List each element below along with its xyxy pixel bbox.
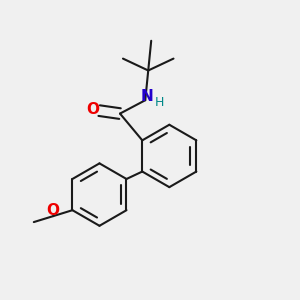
Text: N: N: [140, 89, 153, 104]
Text: O: O: [46, 203, 60, 218]
Text: H: H: [155, 96, 164, 109]
Text: O: O: [86, 102, 99, 117]
